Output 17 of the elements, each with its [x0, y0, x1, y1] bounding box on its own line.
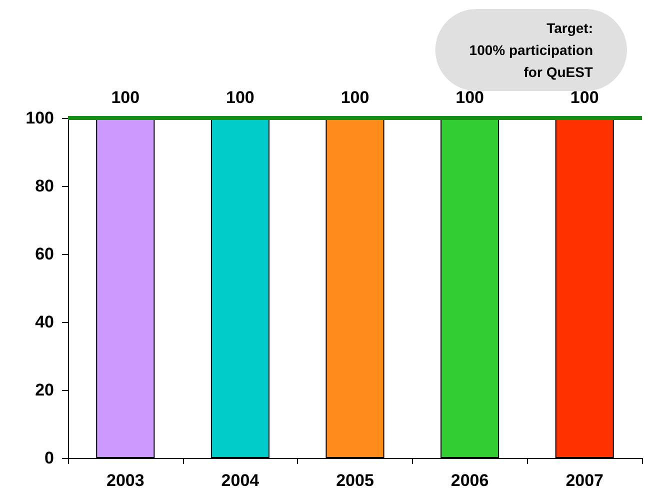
data-label: 100 [340, 88, 370, 107]
y-tick-label: 60 [35, 244, 54, 264]
y-tick-label: 20 [35, 380, 54, 400]
x-tick-label: 2005 [336, 471, 374, 490]
y-tick-label: 80 [35, 176, 54, 196]
data-label: 100 [456, 88, 484, 107]
x-tick-label: 2006 [450, 471, 489, 490]
y-tick-label: 100 [26, 108, 54, 128]
data-label: 100 [226, 88, 254, 107]
x-tick-label: 2003 [106, 471, 144, 490]
data-label: 100 [570, 88, 599, 107]
x-tick-label: 2004 [221, 471, 260, 490]
y-tick-label: 40 [35, 312, 54, 332]
x-tick-label: 2007 [566, 471, 604, 490]
y-tick-label: 0 [44, 448, 54, 468]
ref-line-label: Target: 100% participation for QuEST [469, 20, 594, 80]
data-label: 100 [111, 88, 140, 107]
